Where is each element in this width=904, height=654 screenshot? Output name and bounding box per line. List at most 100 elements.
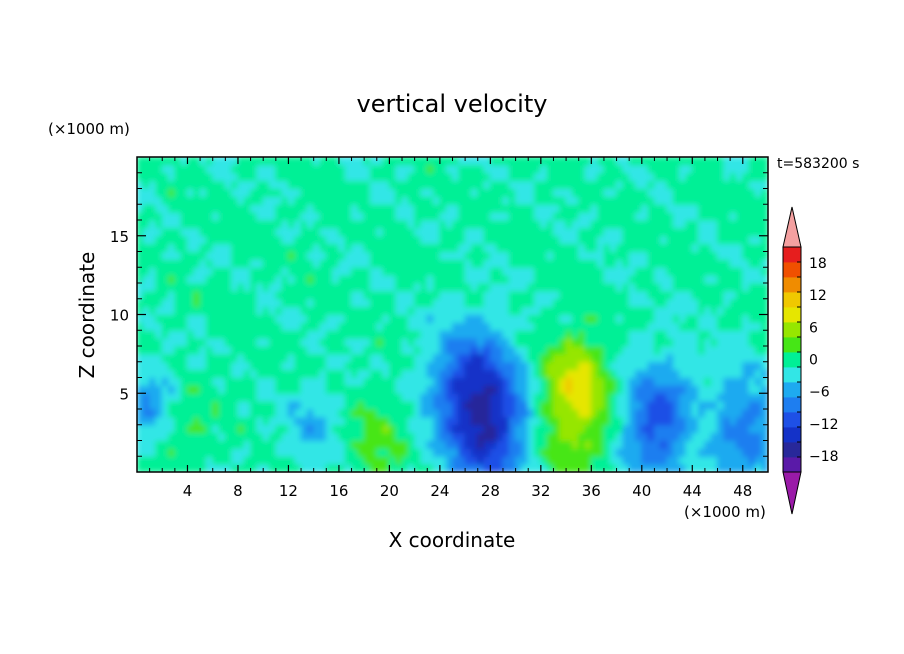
heatmap-cell [559,188,567,197]
heatmap-cell [540,290,548,300]
heatmap-cell [464,251,472,260]
heatmap-cell [445,243,453,253]
heatmap-cell [458,274,466,284]
heatmap-cell [540,211,548,221]
heatmap-cell [761,211,768,221]
heatmap-cell [534,211,542,221]
heatmap-cell [685,321,693,331]
heatmap-cell [742,353,750,363]
heatmap-cell [578,337,586,347]
heatmap-cell [660,172,668,182]
heatmap-cell [634,337,643,347]
heatmap-cell [502,306,510,316]
heatmap-cell [698,400,706,410]
heatmap-cell [502,211,510,221]
heatmap-cell [552,235,561,245]
heatmap-cell [376,314,384,323]
heatmap-cell [363,306,371,316]
heatmap-cell [325,447,334,457]
heatmap-cell [224,455,233,465]
heatmap-cell [313,321,321,331]
heatmap-cell [717,455,725,465]
heatmap-cell [306,164,315,174]
heatmap-cell [180,243,188,253]
heatmap-cell [281,353,289,363]
heatmap-cell [243,227,252,237]
heatmap-cell [439,377,447,386]
heatmap-cell [420,180,428,190]
heatmap-cell [571,377,580,386]
heatmap-cell [458,447,466,457]
heatmap-cell [231,251,239,260]
heatmap-cell [565,282,573,292]
heatmap-cell [660,211,668,221]
heatmap-cell [186,243,195,253]
heatmap-cell [603,235,611,245]
heatmap-cell [325,306,334,316]
colorbar-swatch [783,442,801,458]
heatmap-cell [603,424,611,434]
heatmap-cell [300,157,308,166]
heatmap-cell [269,329,277,339]
heatmap-cell [464,203,472,213]
colorbar-tick-label: 12 [809,288,827,304]
heatmap-cell [679,392,687,402]
heatmap-cell [534,290,542,300]
heatmap-cell [237,440,245,449]
heatmap-cell [647,306,655,316]
heatmap-cell [149,180,157,190]
heatmap-cell [691,345,700,355]
heatmap-cell [275,345,283,355]
heatmap-cell [685,227,693,237]
heatmap-cell [174,235,182,245]
heatmap-cell [647,400,655,410]
heatmap-cell [502,408,510,418]
heatmap-cell [376,463,384,472]
heatmap-cell [351,432,359,442]
heatmap-cell [426,274,435,284]
heatmap-cell [300,416,308,426]
heatmap-cell [489,306,498,316]
heatmap-cell [679,251,687,260]
heatmap-cell [710,369,719,379]
heatmap-cell [634,282,643,292]
heatmap-cell [231,314,239,323]
heatmap-cell [717,400,725,410]
heatmap-cell [168,251,176,260]
heatmap-cell [761,251,768,260]
heatmap-cell [174,274,182,284]
heatmap-cell [578,227,586,237]
heatmap-cell [489,377,498,386]
heatmap-cell [376,164,384,174]
heatmap-cell [155,353,163,363]
heatmap-cell [142,188,151,197]
heatmap-cell [685,298,693,308]
heatmap-cell [369,157,378,166]
heatmap-cell [521,195,529,205]
heatmap-cell [477,463,485,472]
heatmap-cell [363,195,371,205]
heatmap-cell [679,329,687,339]
heatmap-cell [237,321,245,331]
heatmap-cell [647,157,655,166]
heatmap-cell [534,243,542,253]
heatmap-cell [382,290,390,300]
heatmap-cell [155,463,163,472]
heatmap-cell [262,188,271,197]
heatmap-cell [376,157,384,166]
heatmap-cell [137,227,144,237]
heatmap-cell [489,258,498,268]
heatmap-cell [735,329,744,339]
heatmap-cell [269,306,277,316]
heatmap-cell [723,172,731,182]
heatmap-cell [401,306,409,316]
colorbar-tick-label: 0 [809,353,818,369]
heatmap-cell [256,164,264,174]
heatmap-cell [477,455,485,465]
heatmap-cell [527,306,536,316]
heatmap-cell [388,440,397,449]
heatmap-cell [660,416,668,426]
heatmap-cell [679,400,687,410]
heatmap-cell [281,337,289,347]
